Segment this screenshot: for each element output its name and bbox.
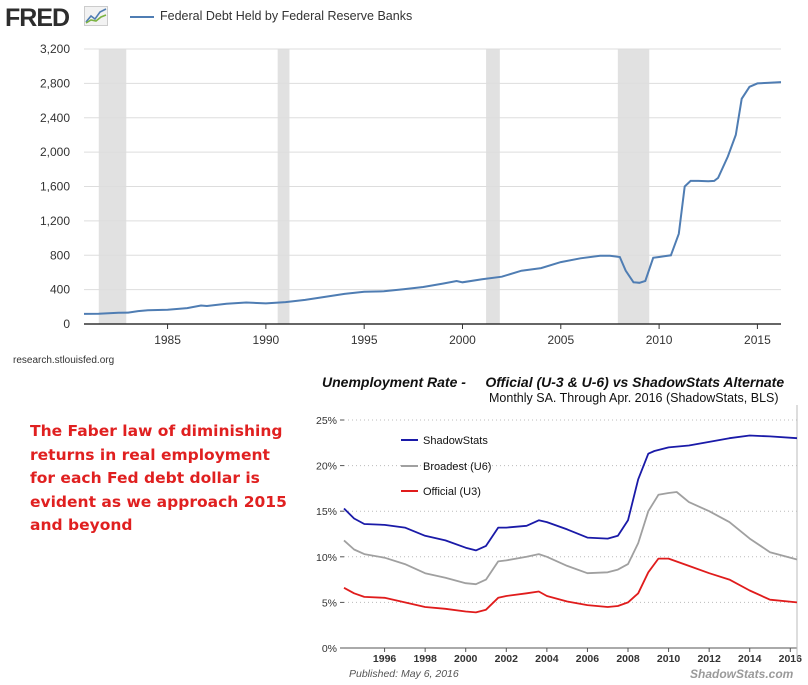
fred-y-tick-label: 2,000 [40, 145, 70, 159]
shadowstats-x-tick-label: 2006 [576, 653, 600, 665]
shadowstats-brand: ShadowStats.com [690, 667, 794, 681]
fred-plot: 0 400 800 1,200 1,600 2,000 2,400 2,800 3,200 19… [40, 42, 782, 347]
shadowstats-y-tick-label: 20% [316, 461, 337, 473]
shadowstats-title-prefix: Unemployment Rate - [322, 374, 466, 390]
fred-x-tick-label: 2005 [547, 333, 574, 347]
fred-y-ticks: 0 400 800 1,200 1,600 2,000 2,400 2,800 3,200 [40, 42, 70, 331]
shadowstats-y-tick-label: 0% [322, 643, 337, 655]
shadowstats-series-line [343, 434, 798, 552]
fred-legend-swatch [130, 16, 154, 18]
broadest-u6-series-line [343, 491, 798, 586]
legend-label-broadest: Broadest (U6) [423, 461, 491, 473]
fred-y-tick-label: 800 [50, 248, 70, 262]
shadowstats-x-tick-label: 2000 [454, 653, 478, 665]
shadowstats-published-date: Published: May 6, 2016 [349, 668, 459, 680]
fred-y-tick-label: 400 [50, 283, 70, 297]
shadowstats-x-tick-label: 1998 [413, 653, 437, 665]
fred-chart-panel: FRED Federal Debt Held by Federal Reserv… [5, 4, 413, 366]
shadowstats-y-tick-label: 25% [316, 415, 337, 427]
fred-x-tick-label: 2000 [449, 333, 476, 347]
official-u3-series-line [343, 557, 798, 614]
shadowstats-x-tick-label: 2010 [657, 653, 681, 665]
fred-x-tick-label: 1990 [253, 333, 280, 347]
shadowstats-x-tick-label: 2002 [495, 653, 519, 665]
fred-x-tick-label: 2010 [646, 333, 673, 347]
fred-y-tick-label: 2,800 [40, 76, 70, 90]
shadowstats-x-tick-label: 2014 [738, 653, 762, 665]
shadowstats-y-ticks: 0% 5% 10% 15% 20% 25% [316, 415, 344, 655]
legend-label-shadowstats: ShadowStats [423, 435, 488, 447]
fred-legend-label: Federal Debt Held by Federal Reserve Ban… [160, 9, 413, 23]
shadowstats-chart-title: Unemployment Rate - Official (U-3 & U-6)… [322, 374, 784, 390]
fred-logo-graph-icon [84, 6, 108, 26]
fred-y-tick-label: 3,200 [40, 42, 70, 56]
fred-x-tick-label: 1995 [351, 333, 378, 347]
fred-debt-series-line [83, 81, 782, 315]
fred-logo: FRED [5, 4, 70, 32]
shadowstats-x-tick-label: 2008 [616, 653, 640, 665]
fred-source-label: research.stlouisfed.org [13, 355, 115, 366]
fred-x-tick-label: 2015 [744, 333, 771, 347]
fred-x-ticks: 1985 1990 1995 2000 2005 2010 2015 [154, 324, 771, 347]
shadowstats-x-ticks: 1996 1998 2000 2002 2004 2006 2008 2010 2012 2014… [373, 648, 802, 665]
shadowstats-x-tick-label: 1996 [373, 653, 397, 665]
fred-y-tick-label: 0 [63, 317, 70, 331]
shadowstats-series-lines [343, 434, 798, 614]
faber-note: The Faber law of diminishing returns in … [30, 422, 287, 534]
shadowstats-x-tick-label: 2016 [779, 653, 803, 665]
shadowstats-y-tick-label: 5% [322, 597, 337, 609]
shadowstats-gridlines [344, 419, 797, 603]
fred-y-tick-label: 1,200 [40, 214, 70, 228]
fred-y-tick-label: 2,400 [40, 111, 70, 125]
shadowstats-x-tick-label: 2012 [697, 653, 721, 665]
shadowstats-y-tick-label: 10% [316, 552, 337, 564]
shadowstats-title-rest: Official (U-3 & U-6) vs ShadowStats Alte… [485, 374, 785, 390]
shadowstats-y-tick-label: 15% [316, 506, 337, 518]
fred-x-tick-label: 1985 [154, 333, 181, 347]
shadowstats-legend: ShadowStats Broadest (U6) Official (U3) [401, 435, 491, 498]
shadowstats-chart-subtitle: Monthly SA. Through Apr. 2016 (ShadowSta… [489, 391, 779, 405]
fred-y-tick-label: 1,600 [40, 180, 70, 194]
shadowstats-x-tick-label: 2004 [535, 653, 559, 665]
legend-label-official: Official (U3) [423, 486, 481, 498]
